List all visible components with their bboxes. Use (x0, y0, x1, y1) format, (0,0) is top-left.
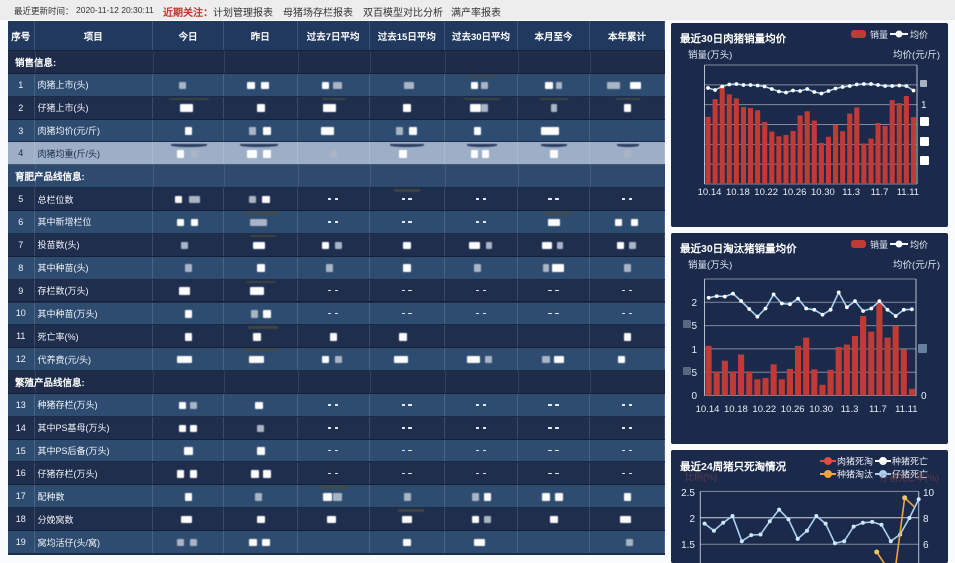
svg-text:种猪死亡: 种猪死亡 (892, 456, 928, 467)
svg-text:均价(元/斤): 均价(元/斤) (893, 49, 940, 61)
svg-text:11.7: 11.7 (869, 404, 887, 415)
svg-text:最近24周猪只死淘情况: 最近24周猪只死淘情况 (680, 460, 787, 473)
svg-text:种猪淘汰: 种猪淘汰 (837, 469, 873, 480)
svg-text:10.22: 10.22 (752, 404, 776, 415)
svg-text:11.3: 11.3 (841, 404, 859, 415)
svg-text:仔猪死亡: 仔猪死亡 (892, 469, 928, 480)
svg-text:2.5: 2.5 (681, 488, 695, 499)
svg-text:8: 8 (923, 514, 929, 525)
svg-text:10.14: 10.14 (696, 404, 720, 415)
svg-text:11.3: 11.3 (842, 187, 860, 198)
svg-text:1: 1 (691, 345, 697, 356)
svg-text:销量(万头): 销量(万头) (688, 49, 732, 61)
svg-text:肉猪死淘: 肉猪死淘 (837, 456, 873, 467)
svg-text:6: 6 (923, 540, 929, 551)
svg-text:10.26: 10.26 (783, 187, 807, 198)
svg-text:10.30: 10.30 (811, 187, 835, 198)
svg-text:1: 1 (921, 100, 927, 111)
svg-text:0: 0 (691, 391, 697, 402)
svg-text:10.18: 10.18 (726, 187, 750, 198)
svg-text:10.22: 10.22 (754, 187, 778, 198)
svg-text:均价(元/斤): 均价(元/斤) (893, 259, 940, 271)
svg-text:均价: 均价 (910, 29, 928, 40)
svg-text:销量(万头): 销量(万头) (688, 259, 732, 271)
svg-text:均价: 均价 (910, 239, 928, 250)
svg-text:0: 0 (921, 391, 927, 402)
svg-text:11.7: 11.7 (871, 187, 889, 198)
svg-text:10: 10 (923, 488, 935, 499)
svg-text:2: 2 (691, 298, 697, 309)
svg-text:2: 2 (689, 514, 695, 525)
svg-text:5: 5 (691, 368, 697, 379)
svg-text:10.26: 10.26 (781, 404, 805, 415)
svg-text:比例(%): 比例(%) (685, 471, 717, 482)
svg-text:11.11: 11.11 (897, 187, 919, 198)
svg-text:最近30日肉猪销量均价: 最近30日肉猪销量均价 (680, 32, 787, 45)
svg-text:1.5: 1.5 (681, 540, 695, 551)
svg-text:5: 5 (691, 321, 697, 332)
svg-text:10.18: 10.18 (724, 404, 748, 415)
svg-text:10.14: 10.14 (698, 187, 722, 198)
svg-text:10.30: 10.30 (809, 404, 833, 415)
svg-text:销量: 销量 (870, 29, 888, 40)
svg-text:最近30日淘汰猪销量均价: 最近30日淘汰猪销量均价 (680, 242, 797, 255)
svg-text:销量: 销量 (870, 239, 888, 250)
svg-text:11.11: 11.11 (895, 404, 917, 415)
svg-text:仔猪死亡率(%): 仔猪死亡率(%) (880, 472, 939, 483)
